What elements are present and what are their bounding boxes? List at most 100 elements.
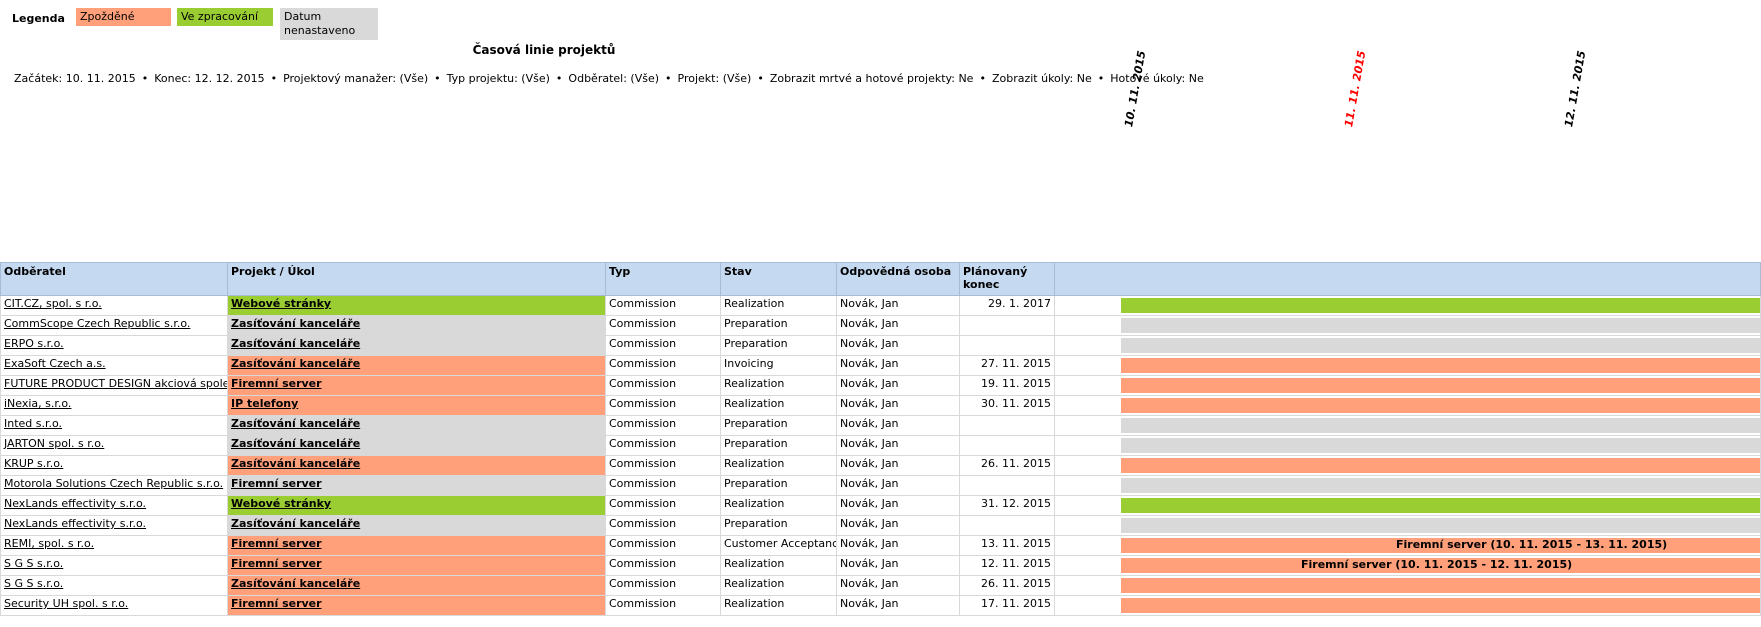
filter-separator: • xyxy=(665,72,672,85)
timeline-bar[interactable] xyxy=(1121,318,1760,333)
table-row: NexLands effectivity s.r.o. Webové stránk… xyxy=(0,495,1761,516)
timeline-bar-label: Firemní server (10. 11. 2015 - 12. 11. 2… xyxy=(1301,558,1573,571)
planned-end-cell xyxy=(959,515,1055,536)
timeline-bar[interactable] xyxy=(1121,358,1760,373)
timeline-bar-label: Firemní server (10. 11. 2015 - 13. 11. 2… xyxy=(1396,538,1668,551)
customer-link[interactable]: iNexia, s.r.o. xyxy=(0,395,228,416)
type-cell: Commission xyxy=(605,515,721,536)
status-cell: Realization xyxy=(720,495,837,516)
filter-item: Projekt: (Vše) xyxy=(677,72,752,85)
timeline-bar[interactable] xyxy=(1121,338,1760,353)
filter-item: Odběratel: (Vše) xyxy=(568,72,660,85)
project-link[interactable]: Zasíťování kanceláře xyxy=(227,455,606,476)
status-cell: Preparation xyxy=(720,515,837,536)
timeline-cell xyxy=(1054,475,1761,496)
project-link[interactable]: Zasíťování kanceláře xyxy=(227,575,606,596)
project-link[interactable]: Zasíťování kanceláře xyxy=(227,415,606,436)
planned-end-cell: 12. 11. 2015 xyxy=(959,555,1055,576)
timeline-bar[interactable] xyxy=(1121,498,1760,513)
status-cell: Realization xyxy=(720,295,837,316)
filter-summary: Začátek: 10. 11. 2015 • Konec: 12. 12. 201… xyxy=(14,72,1204,85)
customer-link[interactable]: FUTURE PRODUCT DESIGN akciová společnost xyxy=(0,375,228,396)
timeline-date-3: 12. 11. 2015 xyxy=(1562,49,1589,128)
customer-link[interactable]: KRUP s.r.o. xyxy=(0,455,228,476)
project-link[interactable]: Webové stránky xyxy=(227,295,606,316)
person-cell: Novák, Jan xyxy=(836,395,960,416)
customer-link[interactable]: Inted s.r.o. xyxy=(0,415,228,436)
timeline-date-1: 10. 11. 2015 xyxy=(1122,49,1149,128)
col-header-timeline xyxy=(1054,262,1761,296)
timeline-cell xyxy=(1054,415,1761,436)
project-link[interactable]: Zasíťování kanceláře xyxy=(227,355,606,376)
project-link[interactable]: Zasíťování kanceláře xyxy=(227,515,606,536)
customer-link[interactable]: ERPO s.r.o. xyxy=(0,335,228,356)
customer-link[interactable]: Motorola Solutions Czech Republic s.r.o. xyxy=(0,475,228,496)
legend-late: Zpožděné xyxy=(76,8,171,26)
status-cell: Preparation xyxy=(720,475,837,496)
timeline-bar[interactable] xyxy=(1121,438,1760,453)
legend-title: Legenda xyxy=(12,12,65,25)
timeline-bar[interactable] xyxy=(1121,478,1760,493)
filter-separator: • xyxy=(1097,72,1105,85)
project-link[interactable]: Firemní server xyxy=(227,555,606,576)
customer-link[interactable]: CIT.CZ, spol. s r.o. xyxy=(0,295,228,316)
project-link[interactable]: Zasíťování kanceláře xyxy=(227,435,606,456)
table-row: ERPO s.r.o. Zasíťování kanceláře Commissio… xyxy=(0,335,1761,356)
person-cell: Novák, Jan xyxy=(836,595,960,616)
customer-link[interactable]: REMI, spol. s r.o. xyxy=(0,535,228,556)
timeline-bar[interactable] xyxy=(1121,598,1760,613)
table-row: S G S s.r.o. Zasíťování kanceláře Commissi… xyxy=(0,575,1761,596)
project-link[interactable]: Zasíťování kanceláře xyxy=(227,315,606,336)
customer-link[interactable]: Security UH spol. s r.o. xyxy=(0,595,228,616)
timeline-cell: Firemní server (10. 11. 2015 - 12. 11. 2… xyxy=(1054,555,1761,576)
project-link[interactable]: Firemní server xyxy=(227,375,606,396)
col-header-planned-end[interactable]: Plánovaný konec xyxy=(959,262,1055,296)
type-cell: Commission xyxy=(605,355,721,376)
status-cell: Invoicing xyxy=(720,355,837,376)
project-link[interactable]: Zasíťování kanceláře xyxy=(227,335,606,356)
customer-link[interactable]: NexLands effectivity s.r.o. xyxy=(0,495,228,516)
timeline-bar[interactable]: Firemní server (10. 11. 2015 - 12. 11. 2… xyxy=(1121,558,1760,573)
type-cell: Commission xyxy=(605,295,721,316)
timeline-bar[interactable] xyxy=(1121,398,1760,413)
timeline-bar[interactable] xyxy=(1121,518,1760,533)
filter-separator: • xyxy=(555,72,563,85)
col-header-type[interactable]: Typ xyxy=(605,262,721,296)
customer-link[interactable]: NexLands effectivity s.r.o. xyxy=(0,515,228,536)
person-cell: Novák, Jan xyxy=(836,415,960,436)
status-cell: Preparation xyxy=(720,435,837,456)
customer-link[interactable]: ExaSoft Czech a.s. xyxy=(0,355,228,376)
project-link[interactable]: Firemní server xyxy=(227,535,606,556)
header-row: Odběratel Projekt / Úkol Typ Stav Odpově… xyxy=(0,262,1761,296)
customer-link[interactable]: S G S s.r.o. xyxy=(0,575,228,596)
project-link[interactable]: Webové stránky xyxy=(227,495,606,516)
planned-end-cell: 26. 11. 2015 xyxy=(959,455,1055,476)
customer-link[interactable]: JARTON spol. s r.o. xyxy=(0,435,228,456)
planned-end-cell xyxy=(959,315,1055,336)
timeline-bar[interactable] xyxy=(1121,458,1760,473)
timeline-bar[interactable]: Firemní server (10. 11. 2015 - 13. 11. 2… xyxy=(1121,538,1760,553)
timeline-bar[interactable] xyxy=(1121,418,1760,433)
status-cell: Preparation xyxy=(720,315,837,336)
customer-link[interactable]: S G S s.r.o. xyxy=(0,555,228,576)
timeline-cell xyxy=(1054,295,1761,316)
person-cell: Novák, Jan xyxy=(836,315,960,336)
type-cell: Commission xyxy=(605,315,721,336)
project-link[interactable]: IP telefony xyxy=(227,395,606,416)
col-header-project[interactable]: Projekt / Úkol xyxy=(227,262,606,296)
timeline-bar[interactable] xyxy=(1121,298,1760,313)
status-cell: Realization xyxy=(720,395,837,416)
planned-end-cell xyxy=(959,335,1055,356)
person-cell: Novák, Jan xyxy=(836,535,960,556)
col-header-status[interactable]: Stav xyxy=(720,262,837,296)
project-link[interactable]: Firemní server xyxy=(227,475,606,496)
type-cell: Commission xyxy=(605,455,721,476)
project-link[interactable]: Firemní server xyxy=(227,595,606,616)
timeline-bar[interactable] xyxy=(1121,578,1760,593)
col-header-person[interactable]: Odpovědná osoba xyxy=(836,262,960,296)
planned-end-cell: 13. 11. 2015 xyxy=(959,535,1055,556)
col-header-customer[interactable]: Odběratel xyxy=(0,262,228,296)
customer-link[interactable]: CommScope Czech Republic s.r.o. xyxy=(0,315,228,336)
timeline-bar[interactable] xyxy=(1121,378,1760,393)
status-cell: Realization xyxy=(720,555,837,576)
